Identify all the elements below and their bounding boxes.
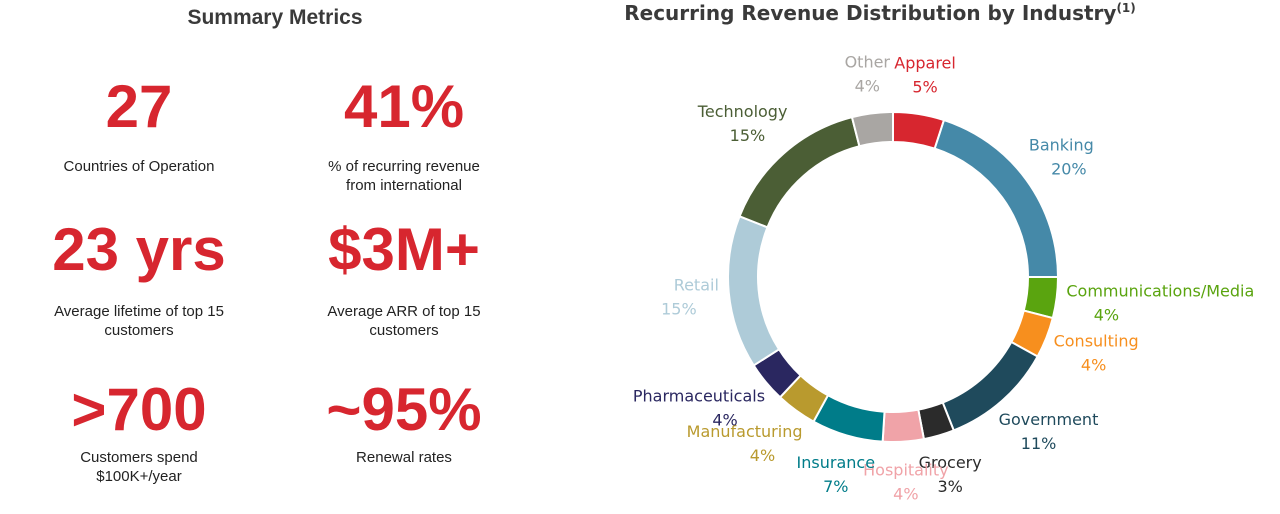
metric-label: Average lifetime of top 15 customers <box>54 303 224 339</box>
segment-value-label: 4% <box>1081 355 1106 374</box>
donut-segment <box>727 214 781 367</box>
segment-label: Technology <box>697 102 788 121</box>
segment-label: Communications/Media <box>1066 282 1254 301</box>
segment-value-label: 15% <box>661 299 697 318</box>
segment-label: Retail <box>674 275 719 294</box>
metric-value: ~95% <box>326 376 482 443</box>
donut-segment <box>850 110 894 148</box>
segment-value-label: 15% <box>730 126 766 145</box>
metric-label: % of recurring revenue from internationa… <box>328 158 480 194</box>
metric-label: Customers spend $100K+/year <box>80 449 198 485</box>
donut-chart: Recurring Revenue Distribution by Indust… <box>624 1 1254 504</box>
segment-label: Consulting <box>1054 331 1139 350</box>
segment-value-label: 4% <box>855 77 880 96</box>
segment-label: Apparel <box>894 54 956 73</box>
segment-value-label: 4% <box>750 446 775 465</box>
segment-value-label: 7% <box>823 477 848 496</box>
metric-label: Renewal rates <box>356 449 452 466</box>
metric-value: $3M+ <box>328 216 480 283</box>
segment-label: Government <box>999 410 1099 429</box>
segment-label: Other <box>845 53 891 72</box>
title-text: Recurring Revenue Distribution by Indust… <box>624 1 1116 25</box>
metric-label: Countries of Operation <box>63 158 215 175</box>
segment-label: Insurance <box>797 453 876 472</box>
segment-value-label: 5% <box>912 78 937 97</box>
segment-value-label: 4% <box>893 485 918 504</box>
summary-title: Summary Metrics <box>187 6 363 29</box>
metric-value: 27 <box>105 73 173 140</box>
chart-title: Recurring Revenue Distribution by Indust… <box>624 1 1136 25</box>
segment-label: Grocery <box>919 453 982 472</box>
segment-label: Manufacturing <box>687 422 803 441</box>
metric-label: Average ARR of top 15 customers <box>327 303 481 339</box>
segment-value-label: 20% <box>1051 160 1087 179</box>
segment-value-label: 11% <box>1021 434 1057 453</box>
metric-value: 41% <box>343 73 465 140</box>
segment-value-label: 4% <box>712 411 737 430</box>
donut-segment <box>881 408 926 443</box>
title-note: (1) <box>1116 1 1135 15</box>
segment-value-label: 4% <box>1094 306 1119 325</box>
metric-value: 23 yrs <box>52 216 226 283</box>
segment-label: Pharmaceuticals <box>633 387 765 406</box>
segment-label: Hospitality <box>863 461 948 480</box>
segment-label: Banking <box>1029 136 1094 155</box>
metric-value: >700 <box>71 376 207 443</box>
segment-value-label: 3% <box>937 477 962 496</box>
